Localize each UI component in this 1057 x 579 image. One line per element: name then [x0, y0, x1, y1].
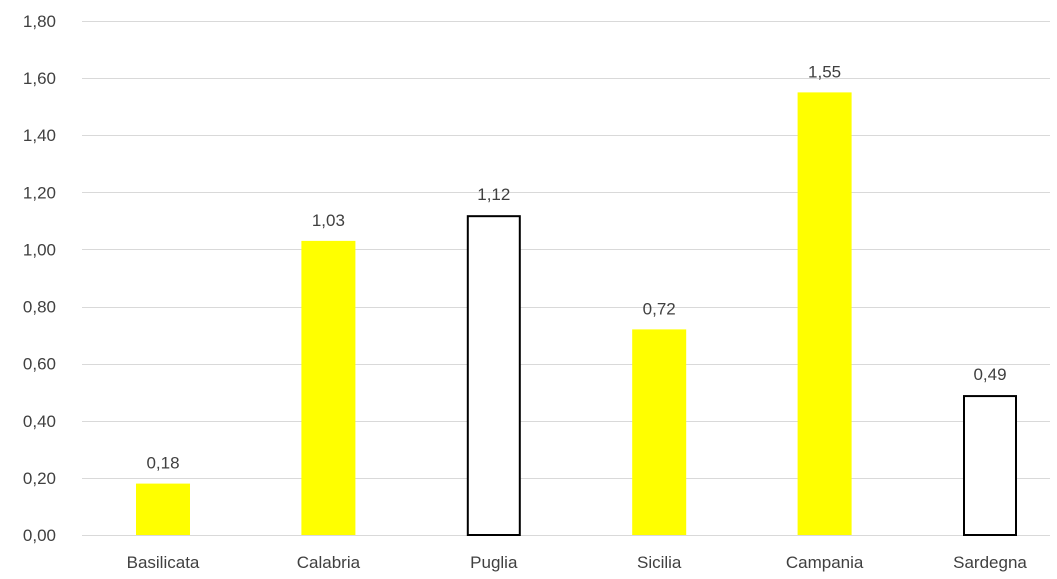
- category-label-calabria: Calabria: [297, 553, 361, 572]
- y-tick-label: 0,00: [23, 526, 56, 545]
- category-label-sicilia: Sicilia: [637, 553, 682, 572]
- y-tick-label: 0,20: [23, 469, 56, 488]
- bar-sardegna: [963, 395, 1017, 537]
- y-tick-label: 1,20: [23, 183, 56, 202]
- bars: [136, 92, 1017, 537]
- bar-campania: [797, 92, 852, 535]
- bar-puglia: [466, 215, 521, 537]
- data-label-sardegna: 0,49: [973, 365, 1006, 384]
- bar-calabria: [301, 240, 356, 535]
- category-label-puglia: Puglia: [470, 553, 518, 572]
- gridlines: [82, 21, 1050, 536]
- y-tick-label: 1,80: [23, 12, 56, 31]
- y-tick-label: 0,80: [23, 298, 56, 317]
- bar-sicilia: [632, 329, 687, 535]
- data-label-campania: 1,55: [808, 62, 841, 81]
- category-label-sardegna: Sardegna: [953, 553, 1027, 572]
- data-label-puglia: 1,12: [477, 185, 510, 204]
- data-label-basilicata: 0,18: [146, 454, 179, 473]
- y-tick-label: 1,00: [23, 240, 56, 259]
- y-tick-label: 0,40: [23, 412, 56, 431]
- y-tick-label: 1,40: [23, 126, 56, 145]
- y-axis-tick-labels: 0,00 0,20 0,40 0,60 0,80 1,00 1,20 1,40 1,60 1,80: [23, 12, 56, 545]
- data-label-sicilia: 0,72: [643, 299, 676, 318]
- y-tick-label: 0,60: [23, 355, 56, 374]
- data-label-calabria: 1,03: [312, 211, 345, 230]
- category-label-campania: Campania: [786, 553, 864, 572]
- x-axis-category-labels: Basilicata Calabria Puglia Sicilia Campania S…: [127, 553, 1028, 572]
- category-label-basilicata: Basilicata: [127, 553, 200, 572]
- bar-basilicata: [136, 483, 190, 535]
- y-tick-label: 1,60: [23, 69, 56, 88]
- data-labels: 0,18 1,03 1,12 0,72 1,55 0,49: [146, 62, 1006, 472]
